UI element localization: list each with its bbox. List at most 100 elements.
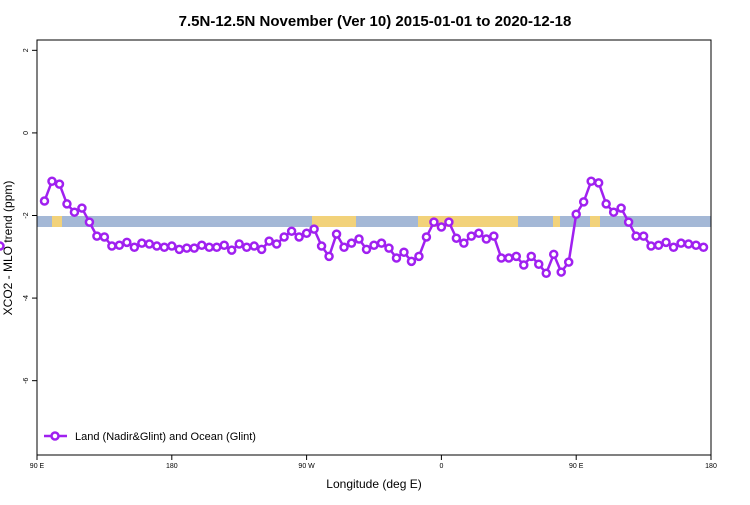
data-point — [361, 244, 372, 255]
data-point — [421, 232, 432, 242]
y-tick-label: -2 — [23, 212, 30, 218]
legend-label: Land (Nadir&Glint) and Ocean (Glint) — [75, 431, 256, 443]
land-patch — [52, 216, 62, 227]
legend-marker — [50, 431, 60, 441]
data-point — [137, 238, 147, 248]
data-point — [234, 239, 244, 249]
data-point — [578, 197, 589, 207]
data-point — [616, 203, 626, 213]
data-point — [653, 240, 664, 250]
data-point — [623, 217, 634, 227]
data-point — [369, 240, 379, 250]
x-tick-label: 90 E — [569, 463, 584, 470]
land-mask — [37, 216, 711, 227]
data-point — [451, 233, 462, 243]
data-point — [444, 217, 454, 227]
y-tick-label: 0 — [23, 131, 30, 135]
data-point — [586, 176, 596, 186]
data-point — [294, 232, 304, 242]
data-point — [608, 207, 619, 217]
data-point — [339, 242, 349, 253]
data-point — [0, 241, 5, 251]
data-point — [474, 228, 484, 239]
data-point — [144, 239, 155, 249]
data-point — [489, 231, 499, 241]
data-point — [241, 242, 252, 253]
data-point — [683, 239, 694, 249]
data-point — [481, 234, 492, 244]
data-point — [47, 176, 57, 186]
x-tick-label: 180 — [705, 463, 717, 470]
data-point — [189, 243, 200, 253]
data-point — [519, 260, 529, 270]
data-point — [414, 251, 424, 262]
x-tick-label: 90 W — [298, 463, 315, 470]
data-point — [399, 247, 409, 257]
data-point — [249, 241, 259, 251]
data-point — [534, 259, 544, 269]
data-point — [182, 243, 192, 253]
data-point — [406, 256, 417, 267]
data-point — [129, 242, 140, 253]
data-point — [548, 249, 559, 260]
data-point — [541, 268, 551, 279]
chart-title: 7.5N-12.5N November (Ver 10) 2015-01-01 … — [179, 13, 572, 30]
x-axis-label: Longitude (deg E) — [326, 477, 421, 491]
data-point — [107, 241, 117, 251]
data-point — [331, 229, 342, 239]
data-point — [668, 242, 679, 253]
data-point — [99, 232, 110, 242]
data-point — [301, 228, 312, 239]
land-patch — [418, 216, 518, 227]
data-point — [638, 231, 649, 241]
data-point — [526, 251, 537, 262]
ocean-band — [37, 216, 711, 227]
data-point — [39, 196, 50, 206]
data-point — [256, 244, 267, 255]
data-point — [92, 231, 102, 241]
data-point — [593, 178, 604, 188]
land-patch — [590, 216, 600, 227]
data-point — [571, 209, 581, 220]
data-point — [122, 237, 132, 248]
data-point — [496, 253, 507, 263]
data-point — [211, 242, 222, 253]
data-point — [346, 238, 357, 248]
data-point — [62, 199, 72, 209]
data-point — [316, 241, 327, 251]
data-point — [391, 253, 402, 263]
data-point — [167, 241, 177, 251]
data-point — [69, 207, 80, 217]
data-point — [264, 236, 274, 246]
data-point — [504, 253, 514, 263]
data-point — [631, 231, 641, 241]
y-tick-label: -6 — [23, 377, 30, 383]
y-axis-label: XCO2 - MLO trend (ppm) — [1, 181, 15, 316]
data-point — [309, 224, 319, 234]
data-point — [84, 217, 95, 227]
data-point — [286, 226, 297, 236]
data-point — [691, 240, 701, 250]
data-point — [676, 238, 686, 248]
data-point — [563, 257, 574, 267]
data-point — [159, 242, 170, 253]
data-point — [429, 217, 439, 227]
data-point — [219, 240, 229, 250]
land-patch — [312, 216, 356, 227]
y-tick-label: -4 — [23, 295, 30, 301]
y-tick-label: 2 — [23, 48, 30, 52]
data-point — [661, 237, 671, 248]
data-point — [197, 240, 207, 250]
plot-frame — [36, 39, 712, 456]
data-point — [324, 251, 334, 262]
data-point — [204, 242, 214, 253]
land-patch — [553, 216, 560, 227]
data-point — [226, 245, 237, 255]
data-point — [459, 238, 469, 248]
data-point — [152, 241, 162, 251]
data-point — [698, 242, 709, 253]
data-point — [54, 179, 65, 189]
data-point — [556, 267, 566, 277]
